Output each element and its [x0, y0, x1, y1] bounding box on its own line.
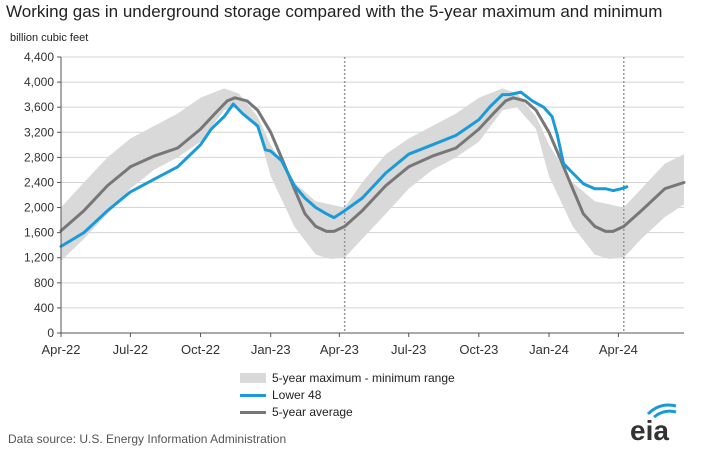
- legend-swatch-lower-48: [240, 393, 266, 397]
- x-tick-label: Oct-23: [459, 342, 498, 357]
- y-tick-label: 0: [47, 326, 54, 340]
- x-tick-label: Jan-24: [529, 342, 569, 357]
- x-tick-label: Jan-23: [251, 342, 291, 357]
- y-tick-label: 3,200: [24, 125, 54, 139]
- y-axis-unit-label: billion cubic feet: [10, 32, 89, 44]
- data-source-note: Data source: U.S. Energy Information Adm…: [8, 432, 287, 446]
- logo-arc-1: [646, 403, 677, 416]
- legend-item-lower-48: Lower 48: [240, 387, 321, 403]
- x-tick-label: Apr-24: [599, 342, 638, 357]
- y-tick-label: 4,000: [24, 75, 54, 89]
- x-tick-label: Oct-22: [181, 342, 220, 357]
- eia-logo: eia: [630, 403, 677, 444]
- y-tick-label: 1,200: [24, 251, 54, 265]
- x-tick-labels: Apr-22 Jul-22 Oct-22 Jan-23 Apr-23 Jul-23 Oct-…: [41, 342, 637, 357]
- legend-label-five-year-average: 5-year average: [272, 405, 353, 419]
- x-tick-label: Jul-23: [391, 342, 426, 357]
- logo-arc-2: [653, 409, 677, 419]
- legend-item-range: 5-year maximum - minimum range: [240, 370, 455, 386]
- y-tick-label: 800: [34, 276, 54, 290]
- chart-title: Working gas in underground storage compa…: [6, 2, 663, 21]
- series-range-band: [61, 88, 684, 261]
- axes: [60, 57, 684, 334]
- y-tick-label: 2,800: [24, 150, 54, 164]
- legend-label-lower-48: Lower 48: [272, 388, 322, 402]
- x-tick-label: Apr-22: [41, 342, 80, 357]
- legend-item-five-year-average: 5-year average: [240, 404, 353, 420]
- y-tick-label: 1,600: [24, 226, 54, 240]
- series-line-five-year-average: [59, 96, 686, 233]
- logo-text: eia: [630, 415, 669, 444]
- y-tick-label: 2,000: [24, 201, 54, 215]
- y-tick-labels: 0 400 800 1,200 1,600 2,000 2,400 2,800 3,200 3,6…: [24, 50, 54, 340]
- range-band-layer: [61, 88, 684, 261]
- x-tick-label: Apr-23: [320, 342, 359, 357]
- vertical-markers: [343, 57, 625, 333]
- series-lines: [59, 90, 686, 248]
- y-tick-label: 3,600: [24, 100, 54, 114]
- legend-swatch-five-year-average: [240, 410, 266, 414]
- y-tick-label: 2,400: [24, 175, 54, 189]
- x-tick-label: Jul-22: [113, 342, 148, 357]
- y-tick-label: 400: [34, 301, 54, 315]
- y-tick-label: 4,400: [24, 50, 54, 64]
- series-line-lower-48: [59, 90, 629, 248]
- legend-swatch-range: [240, 373, 266, 383]
- legend-label-range: 5-year maximum - minimum range: [272, 371, 455, 385]
